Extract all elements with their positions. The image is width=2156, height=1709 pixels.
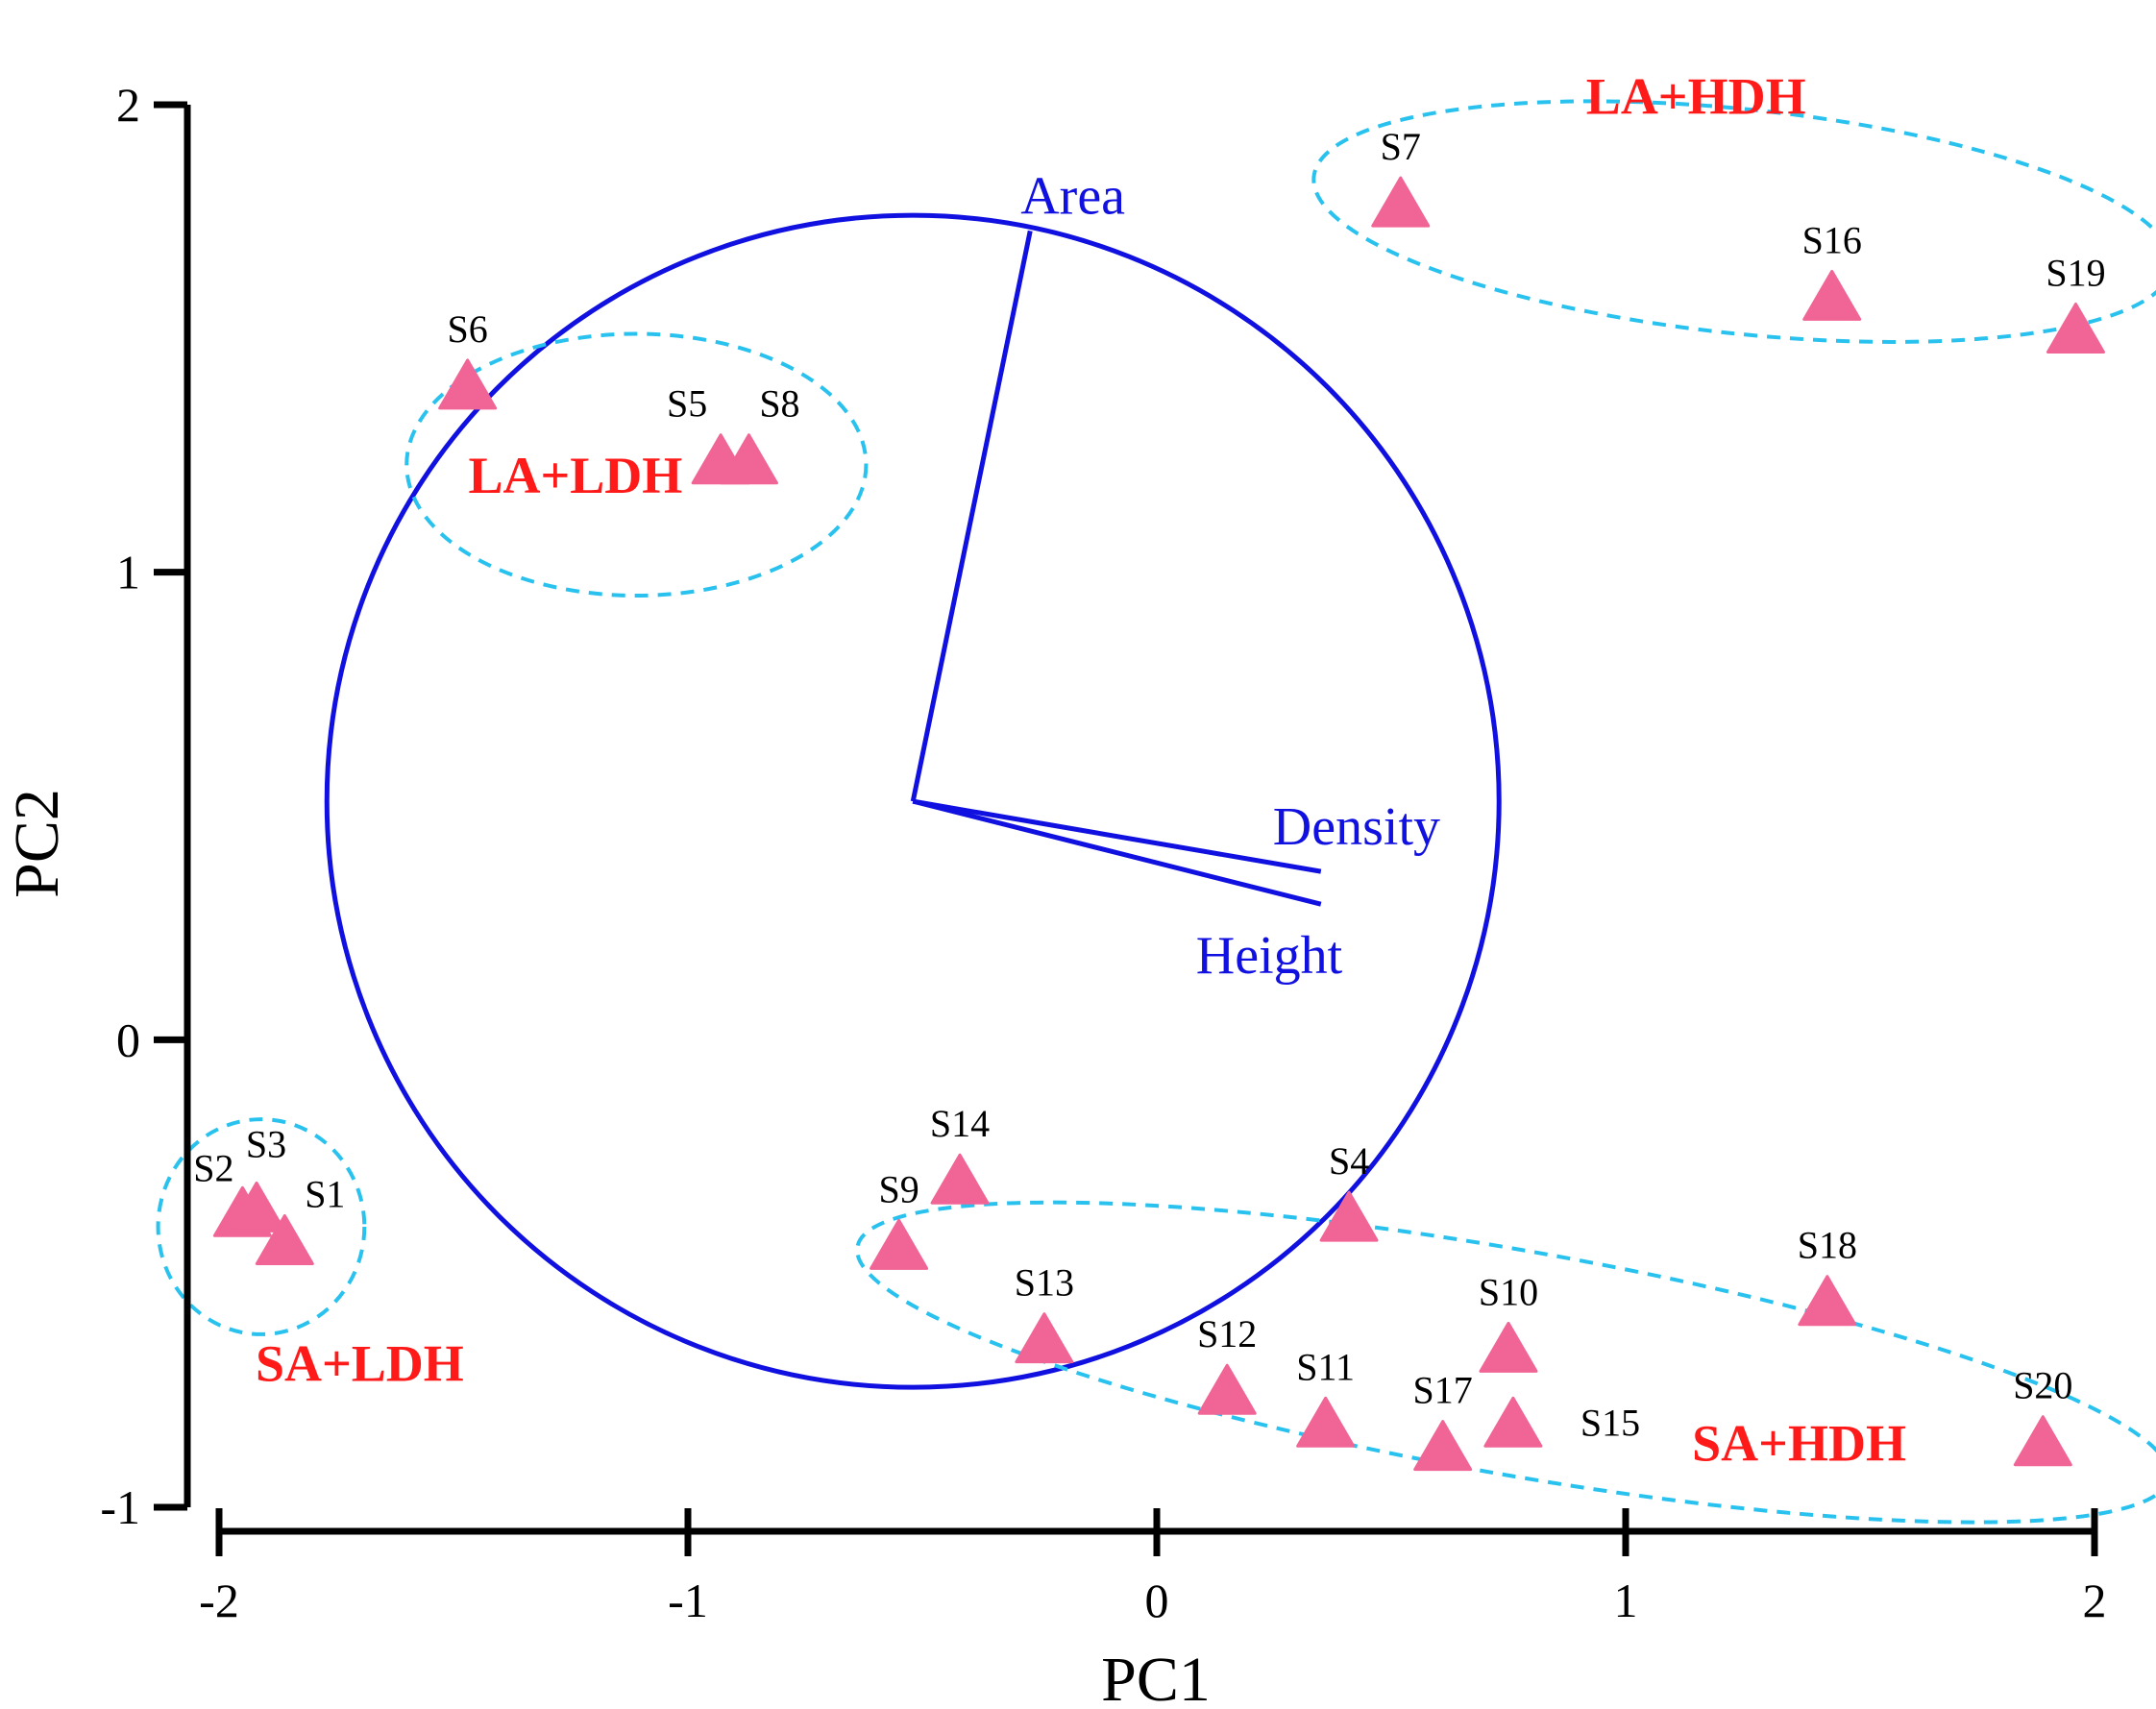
sample-point <box>1319 1190 1379 1242</box>
sample-point <box>1413 1420 1473 1472</box>
sample-label: S19 <box>2046 251 2105 294</box>
group-label: SA+LDH <box>256 1335 464 1393</box>
x-tick-label: -2 <box>199 1574 239 1627</box>
sample-point <box>2046 302 2105 354</box>
correlation-circle <box>324 212 1502 1390</box>
loading-vector <box>912 798 1322 874</box>
y-tick-label: 2 <box>116 78 140 132</box>
sample-point <box>1802 269 1862 321</box>
y-axis-title: PC2 <box>2 789 72 898</box>
sample-point <box>1371 176 1431 228</box>
sample-label: S20 <box>2013 1364 2072 1407</box>
group-label: SA+HDH <box>1692 1414 1906 1472</box>
sample-label: S2 <box>193 1146 233 1189</box>
x-tick-label: 1 <box>1614 1574 1638 1627</box>
loading-label: Density <box>1273 797 1440 857</box>
sample-label: S1 <box>305 1172 345 1215</box>
sample-point <box>438 358 498 410</box>
sample-label: S10 <box>1479 1270 1538 1313</box>
sample-label: S5 <box>667 382 707 426</box>
sample-point <box>255 1213 314 1265</box>
group-label: LA+HDH <box>1586 68 1806 126</box>
sample-label: S16 <box>1802 218 1862 261</box>
correlation-circle-layer <box>324 212 1502 1390</box>
sample-point <box>2013 1415 2072 1467</box>
sample-point <box>1015 1312 1074 1364</box>
loading-label: Area <box>1020 166 1125 226</box>
loading-vectors-layer: Area Density Height <box>910 166 1440 986</box>
sample-point <box>1483 1396 1543 1448</box>
sample-point <box>870 1218 929 1270</box>
loading-vector <box>910 230 1033 802</box>
x-tick-label: 2 <box>2083 1574 2107 1627</box>
sample-label: S14 <box>930 1102 990 1145</box>
group-ellipse <box>404 331 869 598</box>
sample-point <box>1479 1321 1538 1373</box>
loading-label: Height <box>1196 926 1343 986</box>
sample-point <box>1296 1396 1356 1448</box>
y-tick-label: 0 <box>116 1013 140 1066</box>
sample-label: S12 <box>1197 1312 1257 1355</box>
group-ellipse <box>1311 99 2156 344</box>
loading-vector <box>912 798 1322 907</box>
group-ellipse <box>156 1117 367 1336</box>
axis-ticks-layer: -2 -1 0 1 2 -1 0 1 2 <box>100 78 2106 1627</box>
sample-label: S18 <box>1798 1224 1857 1267</box>
sample-point <box>227 1181 286 1233</box>
sample-label: S15 <box>1580 1401 1640 1444</box>
sample-point <box>719 433 778 485</box>
x-tick-label: -1 <box>668 1574 708 1627</box>
y-tick-label: -1 <box>100 1480 140 1534</box>
x-axis-title: PC1 <box>1101 1645 1211 1709</box>
y-tick-label: 1 <box>116 546 140 599</box>
x-tick-label: 0 <box>1145 1574 1169 1627</box>
sample-label: S13 <box>1015 1261 1074 1305</box>
sample-point <box>1197 1363 1257 1415</box>
sample-point <box>1798 1275 1857 1327</box>
sample-label: S17 <box>1413 1369 1473 1412</box>
sample-label: S11 <box>1296 1345 1355 1388</box>
sample-label: S8 <box>759 382 799 426</box>
sample-label: S7 <box>1381 125 1421 168</box>
sample-label: S4 <box>1329 1139 1369 1183</box>
sample-label: S3 <box>246 1122 286 1165</box>
labels-layer: S1 S2 S3 S4 S5 S6 S7 S8 S9 S10 S11 S12 S13 S14 S15 S16 S… <box>193 68 2105 1473</box>
sample-point <box>930 1153 990 1205</box>
sample-label: S9 <box>878 1167 919 1210</box>
group-label: LA+LDH <box>468 447 682 504</box>
group-ellipses-layer <box>156 99 2156 1525</box>
sample-label: S6 <box>448 307 488 351</box>
sample-points-layer <box>212 176 2105 1472</box>
